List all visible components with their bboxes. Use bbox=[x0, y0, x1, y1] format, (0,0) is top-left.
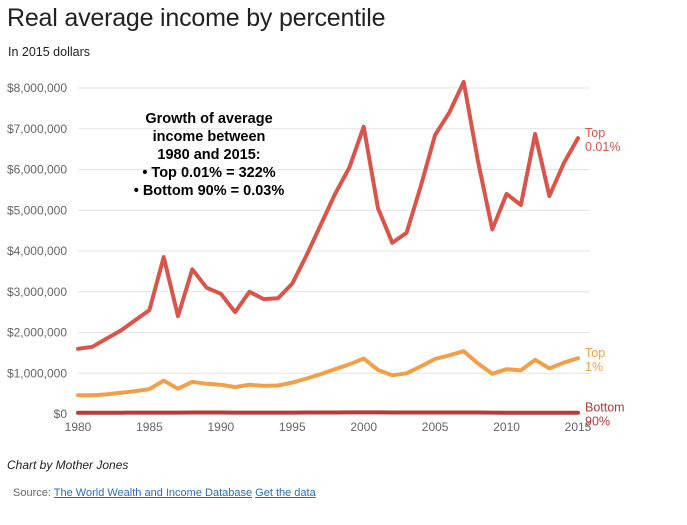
source-prefix: Source: bbox=[13, 487, 51, 499]
chart-subtitle: In 2015 dollars bbox=[8, 45, 91, 59]
annotation-line: • Bottom 90% = 0.03% bbox=[133, 183, 285, 199]
annotation-line: 1980 and 2015: bbox=[157, 147, 261, 163]
y-tick-label: $1,000,000 bbox=[7, 366, 67, 380]
y-tick-label: $2,000,000 bbox=[7, 326, 67, 340]
series-label-line: Top bbox=[585, 126, 605, 140]
wid-database-link[interactable]: The World Wealth and Income Database bbox=[53, 487, 253, 499]
series-label-line: 1% bbox=[585, 360, 603, 374]
annotation-line: • Top 0.01% = 322% bbox=[142, 165, 276, 181]
y-axis-labels: $0 $1,000,000 $2,000,000 $3,000,000 $4,000,0… bbox=[7, 81, 67, 421]
x-tick-label: 1985 bbox=[136, 420, 163, 434]
y-tick-label: $6,000,000 bbox=[7, 163, 67, 177]
chart-title: Real average income by percentile bbox=[7, 4, 386, 32]
get-data-link[interactable]: Get the data bbox=[255, 487, 316, 499]
series-label: Bottom 90% bbox=[585, 401, 625, 429]
x-tick-label: 2010 bbox=[493, 420, 520, 434]
source-line: Source: The World Wealth and Income Data… bbox=[13, 487, 316, 499]
series-label-line: Bottom bbox=[585, 401, 625, 415]
series-label-line: Top bbox=[585, 346, 605, 360]
y-tick-label: $7,000,000 bbox=[7, 122, 67, 136]
annotation-line: Growth of average bbox=[145, 111, 273, 127]
x-tick-label: 1990 bbox=[208, 420, 235, 434]
x-tick-label: 1980 bbox=[65, 420, 92, 434]
x-tick-label: 2015 bbox=[565, 420, 592, 434]
y-tick-label: $4,000,000 bbox=[7, 244, 67, 258]
series-line bbox=[76, 79, 580, 351]
series-label-line: 0.01% bbox=[585, 140, 620, 154]
annotation-line: income between bbox=[152, 129, 266, 145]
x-axis-labels: 1980 1985 1990 1995 2000 2005 2010 2015 bbox=[65, 420, 592, 434]
chart-credit: Chart by Mother Jones bbox=[7, 458, 129, 472]
growth-annotation: Growth of average income between 1980 an… bbox=[104, 110, 314, 200]
series-label-line: 90% bbox=[585, 415, 610, 429]
y-tick-label: $5,000,000 bbox=[7, 203, 67, 217]
y-tick-label: $8,000,000 bbox=[7, 81, 67, 95]
series-label: Top 0.01% bbox=[585, 126, 620, 154]
y-tick-label: $3,000,000 bbox=[7, 285, 67, 299]
series-line bbox=[76, 349, 580, 398]
series-lines bbox=[76, 79, 580, 415]
x-tick-label: 1995 bbox=[279, 420, 306, 434]
x-tick-label: 2005 bbox=[422, 420, 449, 434]
series-labels: Top 0.01%Top 1%Bottom 90% bbox=[585, 126, 625, 429]
series-label: Top 1% bbox=[585, 346, 605, 374]
y-tick-label: $0 bbox=[54, 407, 68, 421]
x-tick-label: 2000 bbox=[350, 420, 377, 434]
